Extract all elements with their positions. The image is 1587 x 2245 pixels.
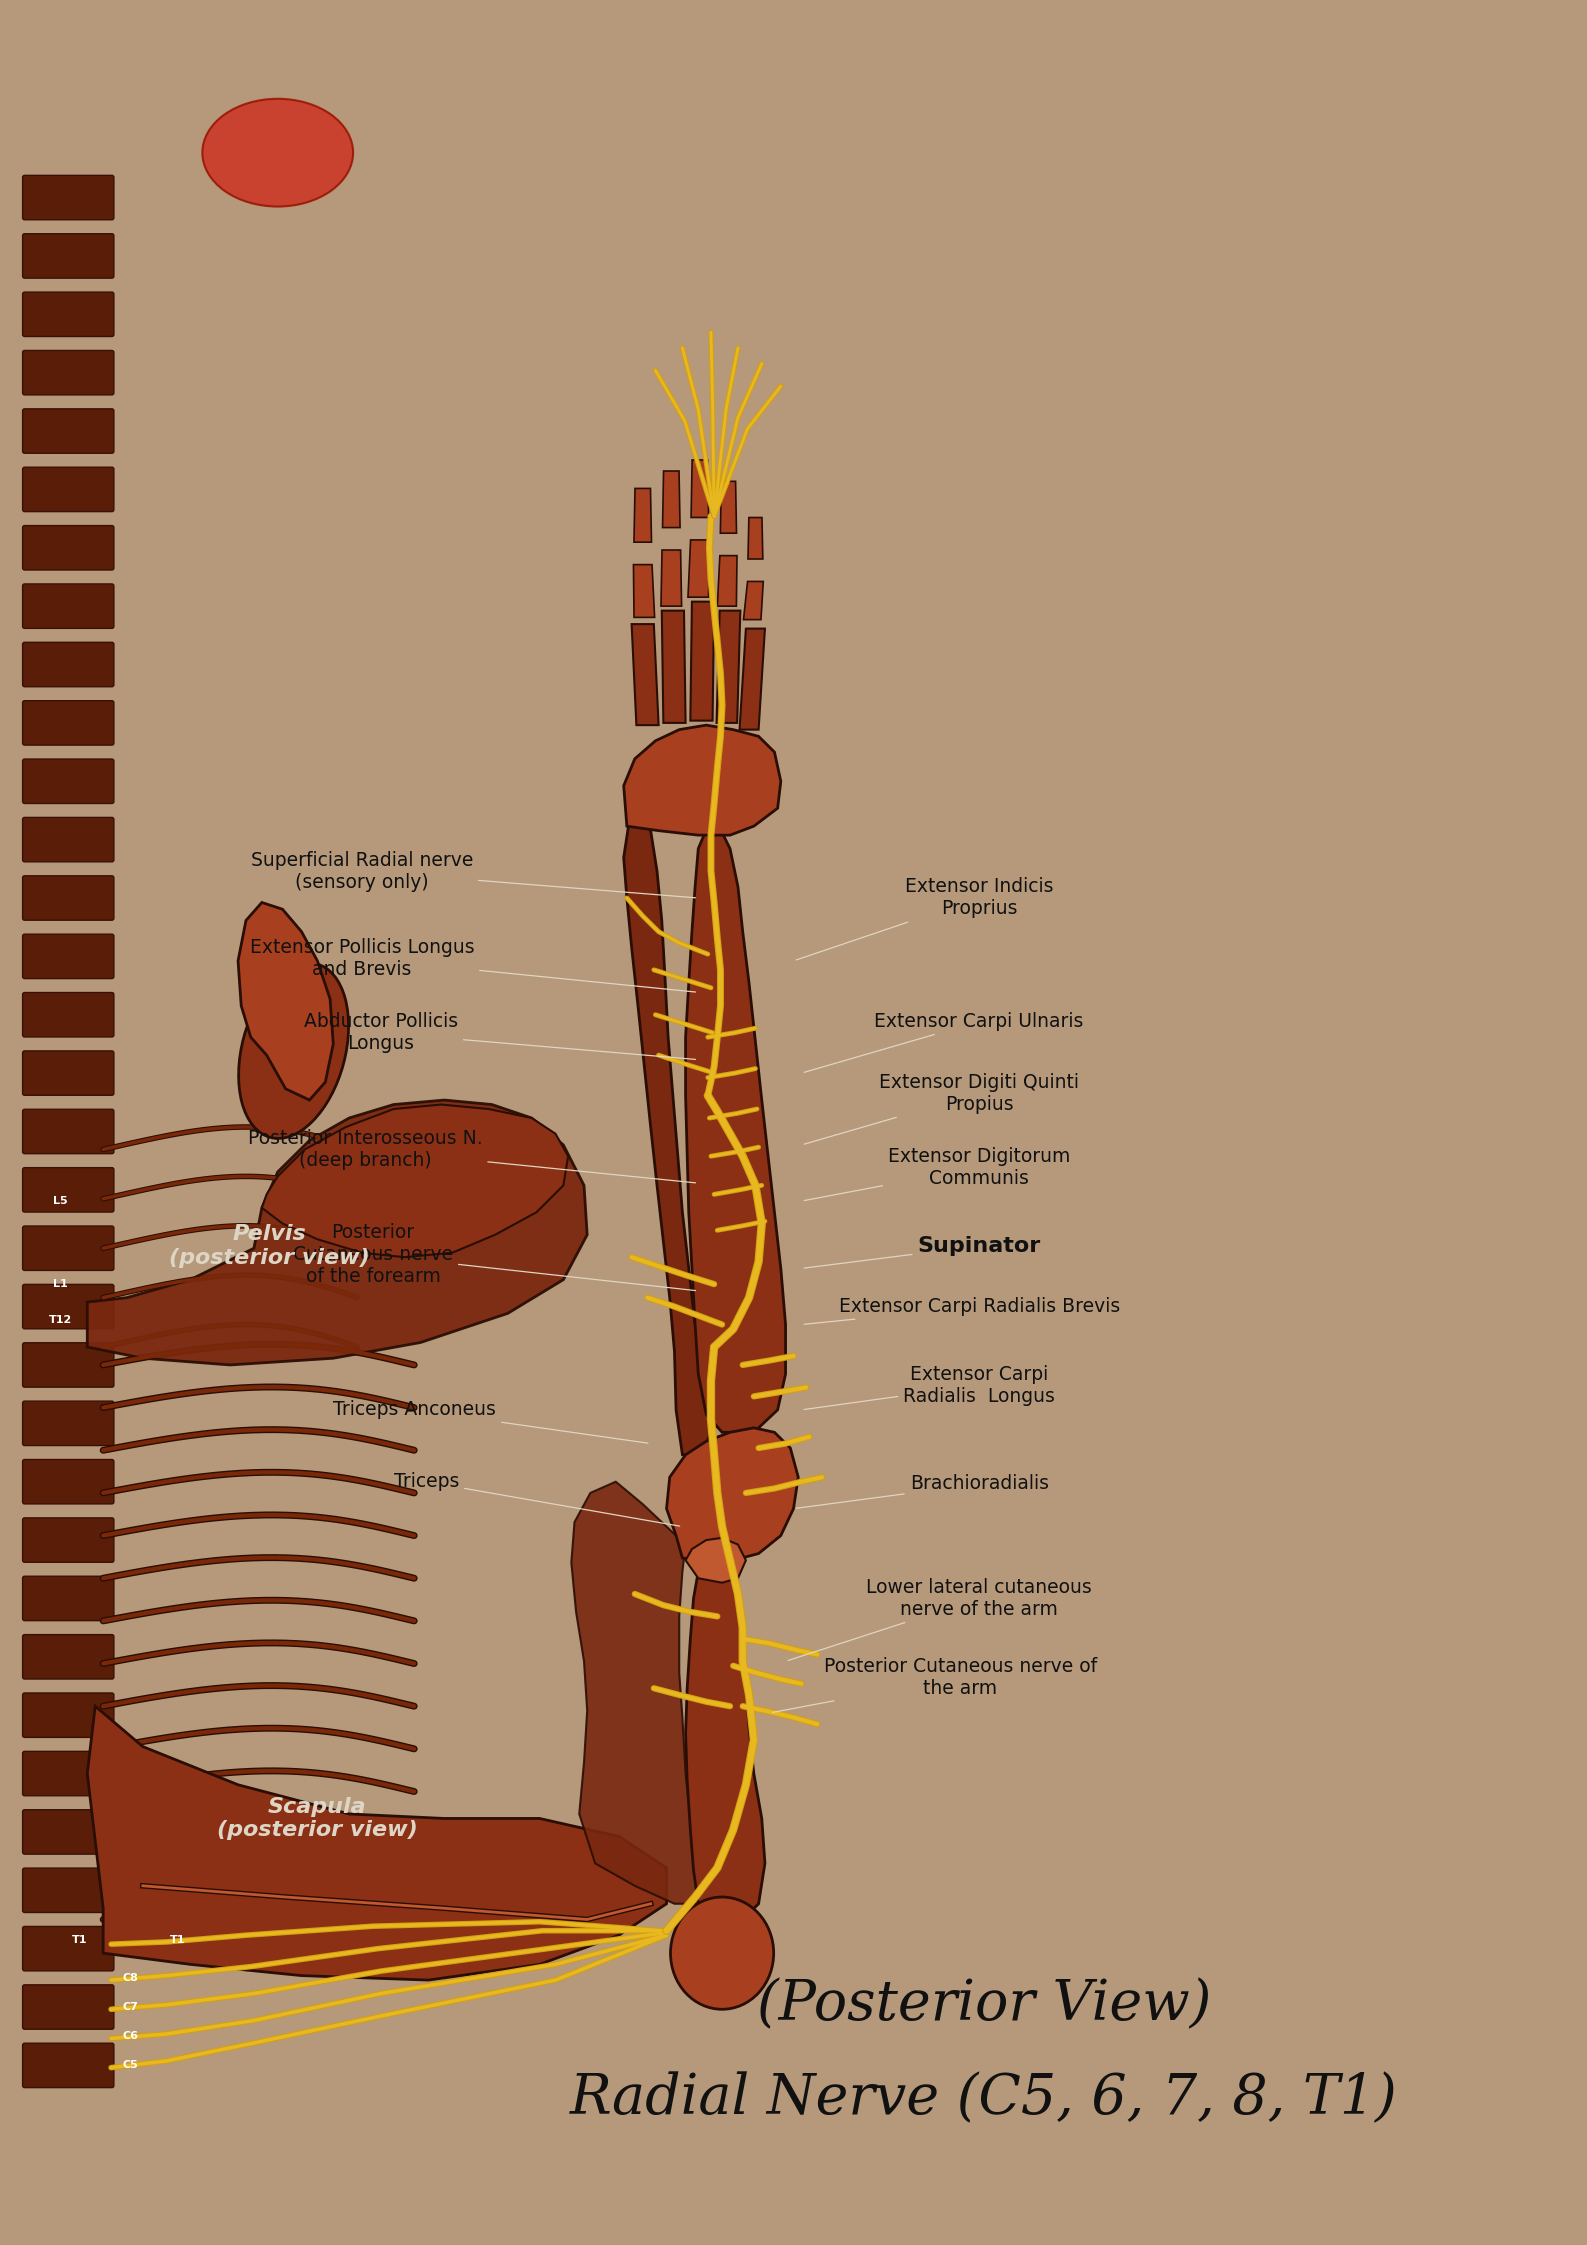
- Polygon shape: [624, 819, 711, 1455]
- Polygon shape: [624, 725, 781, 835]
- FancyBboxPatch shape: [22, 1226, 114, 1271]
- Ellipse shape: [238, 963, 349, 1138]
- Polygon shape: [690, 460, 709, 516]
- FancyBboxPatch shape: [22, 759, 114, 804]
- FancyBboxPatch shape: [22, 1751, 114, 1796]
- Text: Triceps: Triceps: [394, 1473, 679, 1527]
- Text: Brachioradialis: Brachioradialis: [797, 1475, 1049, 1509]
- FancyBboxPatch shape: [22, 700, 114, 745]
- FancyBboxPatch shape: [22, 1401, 114, 1446]
- FancyBboxPatch shape: [22, 1167, 114, 1212]
- Polygon shape: [689, 539, 709, 597]
- Text: C7: C7: [122, 2003, 138, 2012]
- Text: Posterior Cutaneous nerve of
the arm: Posterior Cutaneous nerve of the arm: [773, 1657, 1097, 1713]
- Text: Superficial Radial nerve
(sensory only): Superficial Radial nerve (sensory only): [251, 851, 695, 898]
- Polygon shape: [662, 550, 682, 606]
- Polygon shape: [262, 1105, 568, 1257]
- Polygon shape: [633, 489, 652, 541]
- Text: Extensor Pollicis Longus
and Brevis: Extensor Pollicis Longus and Brevis: [249, 938, 695, 992]
- Text: Extensor Digiti Quinti
Propius: Extensor Digiti Quinti Propius: [805, 1073, 1079, 1145]
- Text: C5: C5: [122, 2061, 138, 2070]
- FancyBboxPatch shape: [22, 1809, 114, 1854]
- Polygon shape: [740, 629, 765, 730]
- Text: Extensor Indicis
Proprius: Extensor Indicis Proprius: [797, 878, 1054, 961]
- Polygon shape: [717, 611, 740, 723]
- FancyBboxPatch shape: [22, 876, 114, 920]
- FancyBboxPatch shape: [22, 525, 114, 570]
- Text: Radial Nerve (C5, 6, 7, 8, T1): Radial Nerve (C5, 6, 7, 8, T1): [570, 2072, 1398, 2126]
- FancyBboxPatch shape: [22, 642, 114, 687]
- Text: Pelvis
(posterior view): Pelvis (posterior view): [170, 1224, 370, 1268]
- Text: T1: T1: [170, 1935, 186, 1944]
- FancyBboxPatch shape: [22, 1518, 114, 1563]
- Text: T1: T1: [71, 1935, 87, 1944]
- FancyBboxPatch shape: [22, 292, 114, 337]
- FancyBboxPatch shape: [22, 350, 114, 395]
- FancyBboxPatch shape: [22, 1868, 114, 1913]
- Polygon shape: [238, 902, 333, 1100]
- Text: Scapula
(posterior view): Scapula (posterior view): [217, 1796, 417, 1841]
- FancyBboxPatch shape: [22, 1576, 114, 1621]
- Text: Posterior
Cutaneous nerve
of the forearm: Posterior Cutaneous nerve of the forearm: [294, 1224, 695, 1291]
- FancyBboxPatch shape: [22, 233, 114, 278]
- Ellipse shape: [202, 99, 352, 207]
- Polygon shape: [87, 1100, 587, 1365]
- Text: Extensor Digitorum
Communis: Extensor Digitorum Communis: [805, 1147, 1070, 1201]
- FancyBboxPatch shape: [22, 467, 114, 512]
- Polygon shape: [686, 1538, 746, 1583]
- FancyBboxPatch shape: [22, 175, 114, 220]
- Text: (Posterior View): (Posterior View): [757, 1978, 1211, 2032]
- Polygon shape: [743, 581, 763, 620]
- Text: Extensor Carpi Ulnaris: Extensor Carpi Ulnaris: [805, 1012, 1084, 1073]
- FancyBboxPatch shape: [22, 1109, 114, 1154]
- FancyBboxPatch shape: [22, 1343, 114, 1387]
- FancyBboxPatch shape: [22, 1985, 114, 2029]
- Polygon shape: [662, 471, 681, 528]
- FancyBboxPatch shape: [22, 1284, 114, 1329]
- Polygon shape: [686, 826, 786, 1432]
- Text: Triceps Anconeus: Triceps Anconeus: [333, 1401, 647, 1444]
- Text: L5: L5: [52, 1197, 68, 1206]
- Polygon shape: [633, 566, 655, 617]
- Polygon shape: [632, 624, 659, 725]
- Text: Abductor Pollicis
Longus: Abductor Pollicis Longus: [303, 1012, 695, 1060]
- FancyBboxPatch shape: [22, 1634, 114, 1679]
- Ellipse shape: [671, 1897, 774, 2009]
- Polygon shape: [686, 1554, 765, 1919]
- Polygon shape: [747, 519, 763, 559]
- Polygon shape: [720, 480, 736, 532]
- Text: Lower lateral cutaneous
nerve of the arm: Lower lateral cutaneous nerve of the arm: [789, 1578, 1092, 1661]
- Polygon shape: [571, 1482, 698, 1904]
- Text: Extensor Carpi Radialis Brevis: Extensor Carpi Radialis Brevis: [805, 1298, 1120, 1325]
- Polygon shape: [690, 602, 714, 721]
- Text: Supinator: Supinator: [805, 1237, 1041, 1268]
- FancyBboxPatch shape: [22, 1459, 114, 1504]
- FancyBboxPatch shape: [22, 584, 114, 629]
- Text: C8: C8: [122, 1973, 138, 1982]
- FancyBboxPatch shape: [22, 817, 114, 862]
- FancyBboxPatch shape: [22, 1693, 114, 1738]
- Polygon shape: [662, 611, 686, 723]
- Polygon shape: [717, 557, 736, 606]
- Polygon shape: [87, 1706, 667, 1980]
- FancyBboxPatch shape: [22, 2043, 114, 2088]
- Polygon shape: [667, 1428, 798, 1560]
- Text: Posterior Interosseous N.
(deep branch): Posterior Interosseous N. (deep branch): [248, 1129, 695, 1183]
- Text: Extensor Carpi
Radialis  Longus: Extensor Carpi Radialis Longus: [805, 1365, 1055, 1410]
- Text: C6: C6: [122, 2032, 138, 2041]
- FancyBboxPatch shape: [22, 409, 114, 453]
- FancyBboxPatch shape: [22, 1051, 114, 1096]
- FancyBboxPatch shape: [22, 992, 114, 1037]
- Text: L1: L1: [52, 1280, 68, 1289]
- FancyBboxPatch shape: [22, 934, 114, 979]
- FancyBboxPatch shape: [22, 1926, 114, 1971]
- Text: T12: T12: [49, 1316, 71, 1325]
